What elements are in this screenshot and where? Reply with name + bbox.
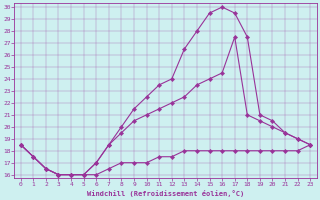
X-axis label: Windchill (Refroidissement éolien,°C): Windchill (Refroidissement éolien,°C) (87, 190, 244, 197)
